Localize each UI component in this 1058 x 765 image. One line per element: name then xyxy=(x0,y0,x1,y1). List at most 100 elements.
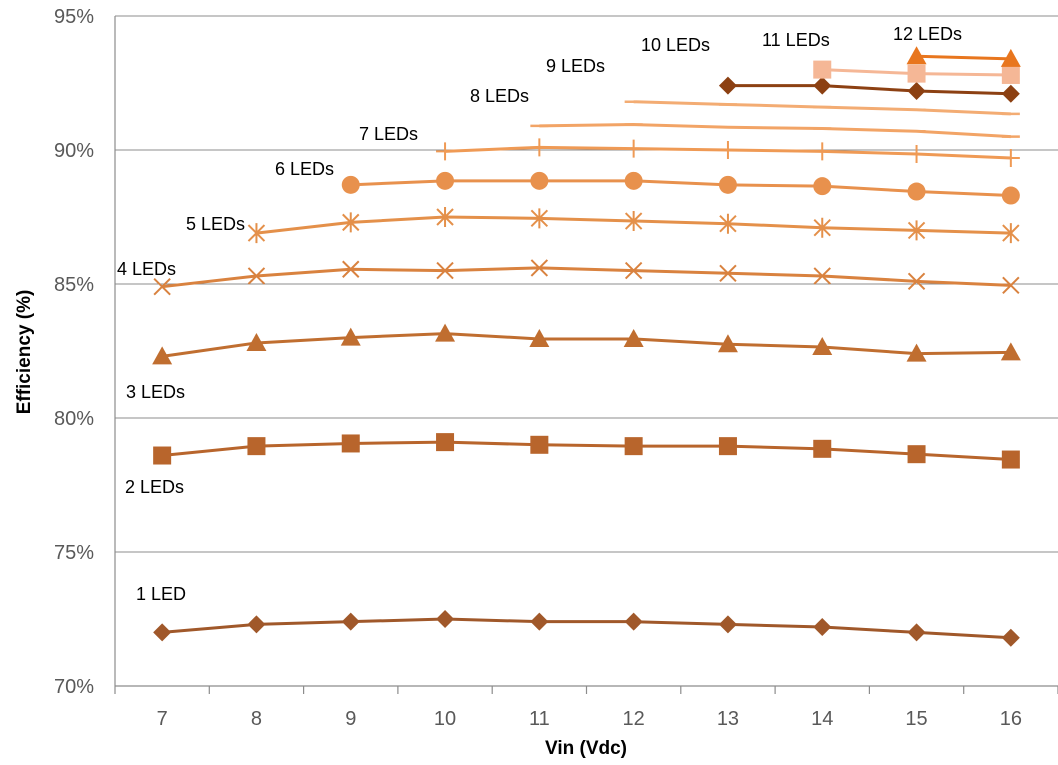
data-point xyxy=(907,445,926,464)
data-point xyxy=(530,435,549,454)
data-point xyxy=(718,76,737,95)
data-point xyxy=(813,439,832,458)
data-point xyxy=(719,213,737,234)
series-label: 8 LEDs xyxy=(470,86,529,106)
x-tick-label: 8 xyxy=(251,708,262,730)
data-point xyxy=(1001,186,1020,205)
data-point xyxy=(623,328,644,347)
data-point xyxy=(341,612,360,631)
series-line xyxy=(539,123,1011,139)
data-point xyxy=(624,612,643,631)
series-line xyxy=(162,617,1011,640)
series-label: 4 LEDs xyxy=(117,259,176,279)
x-tick-label: 15 xyxy=(905,708,927,730)
series-1-led xyxy=(153,610,1020,647)
series-12-leds xyxy=(906,46,1021,67)
data-point xyxy=(907,64,926,83)
data-point xyxy=(1002,223,1020,244)
data-point xyxy=(153,623,172,642)
series-3-leds xyxy=(152,323,1021,365)
data-point xyxy=(718,437,737,456)
data-point xyxy=(812,336,833,355)
y-tick-label: 90% xyxy=(54,140,94,162)
data-point xyxy=(719,264,737,282)
gridlines xyxy=(115,15,1058,553)
y-tick-label: 80% xyxy=(54,408,94,430)
data-point xyxy=(813,618,832,637)
series-label: 3 LEDs xyxy=(126,382,185,402)
series-9-leds xyxy=(624,100,1020,116)
data-point xyxy=(342,260,360,278)
x-tick-label: 12 xyxy=(623,708,645,730)
data-point xyxy=(435,323,456,342)
data-point xyxy=(247,615,266,634)
data-point xyxy=(813,60,832,79)
data-point xyxy=(907,145,926,164)
data-point xyxy=(1002,276,1020,295)
data-point xyxy=(530,259,549,277)
y-tick-label: 85% xyxy=(54,274,94,296)
series-line xyxy=(727,84,1011,96)
data-point xyxy=(907,272,926,291)
data-point xyxy=(1000,342,1021,361)
data-point xyxy=(530,171,549,190)
axes: 70% 75% 80% 85% 90% 95% 7 8 9 10 11 12 13 14 15 16 xyxy=(54,6,1058,730)
x-axis-title: Vin (Vdc) xyxy=(545,738,627,759)
series-line xyxy=(916,54,1011,61)
data-point xyxy=(246,332,267,351)
data-point xyxy=(718,141,737,159)
data-point xyxy=(907,82,926,101)
series-6-leds xyxy=(341,171,1020,205)
series-2-leds xyxy=(153,433,1020,469)
data-point xyxy=(813,177,832,196)
data-point xyxy=(436,433,455,452)
x-tick-label: 13 xyxy=(717,708,739,730)
data-point xyxy=(342,212,360,233)
y-axis-title: Efficiency (%) xyxy=(14,290,35,415)
y-tick-label: 70% xyxy=(54,676,94,698)
data-point xyxy=(907,623,926,642)
data-point xyxy=(1001,149,1020,168)
data-point xyxy=(152,346,173,365)
series-label: 7 LEDs xyxy=(359,124,418,144)
data-point xyxy=(906,343,927,362)
data-point xyxy=(1001,84,1020,103)
data-point xyxy=(1001,65,1020,84)
data-point xyxy=(813,267,831,285)
data-point xyxy=(247,267,266,285)
data-point xyxy=(718,615,737,634)
data-point xyxy=(436,207,454,227)
data-point xyxy=(907,182,926,201)
series-label: 2 LEDs xyxy=(125,477,184,497)
series-label: 9 LEDs xyxy=(546,56,605,76)
data-point xyxy=(1001,450,1020,469)
y-tick-label: 95% xyxy=(54,6,94,28)
data-point xyxy=(717,334,738,353)
series-label: 10 LEDs xyxy=(641,35,710,55)
data-point xyxy=(624,261,643,280)
data-point xyxy=(624,171,643,190)
x-tick-label: 10 xyxy=(434,708,456,730)
series-line xyxy=(161,266,1011,289)
series-labels: 1 LED 2 LEDs 3 LEDs 4 LEDs 5 LEDs 6 LEDs 7 LED… xyxy=(117,24,962,604)
data-point xyxy=(624,437,643,456)
series-line xyxy=(162,440,1011,462)
data-point xyxy=(1000,48,1021,67)
series-label: 11 LEDs xyxy=(762,30,830,50)
series-4-leds xyxy=(153,259,1020,296)
data-point xyxy=(436,261,454,280)
series-10-leds xyxy=(718,76,1020,103)
series-label: 6 LEDs xyxy=(275,159,334,179)
data-point xyxy=(624,211,643,232)
series-8-leds xyxy=(530,123,1020,139)
data-point xyxy=(341,434,360,453)
data-point xyxy=(153,277,171,296)
data-point xyxy=(340,327,361,346)
series-line xyxy=(350,179,1011,198)
series-label: 12 LEDs xyxy=(893,24,962,44)
x-tick-label: 9 xyxy=(345,708,356,730)
x-tick-label: 14 xyxy=(811,708,833,730)
data-point xyxy=(341,175,360,194)
data-point xyxy=(718,175,737,194)
